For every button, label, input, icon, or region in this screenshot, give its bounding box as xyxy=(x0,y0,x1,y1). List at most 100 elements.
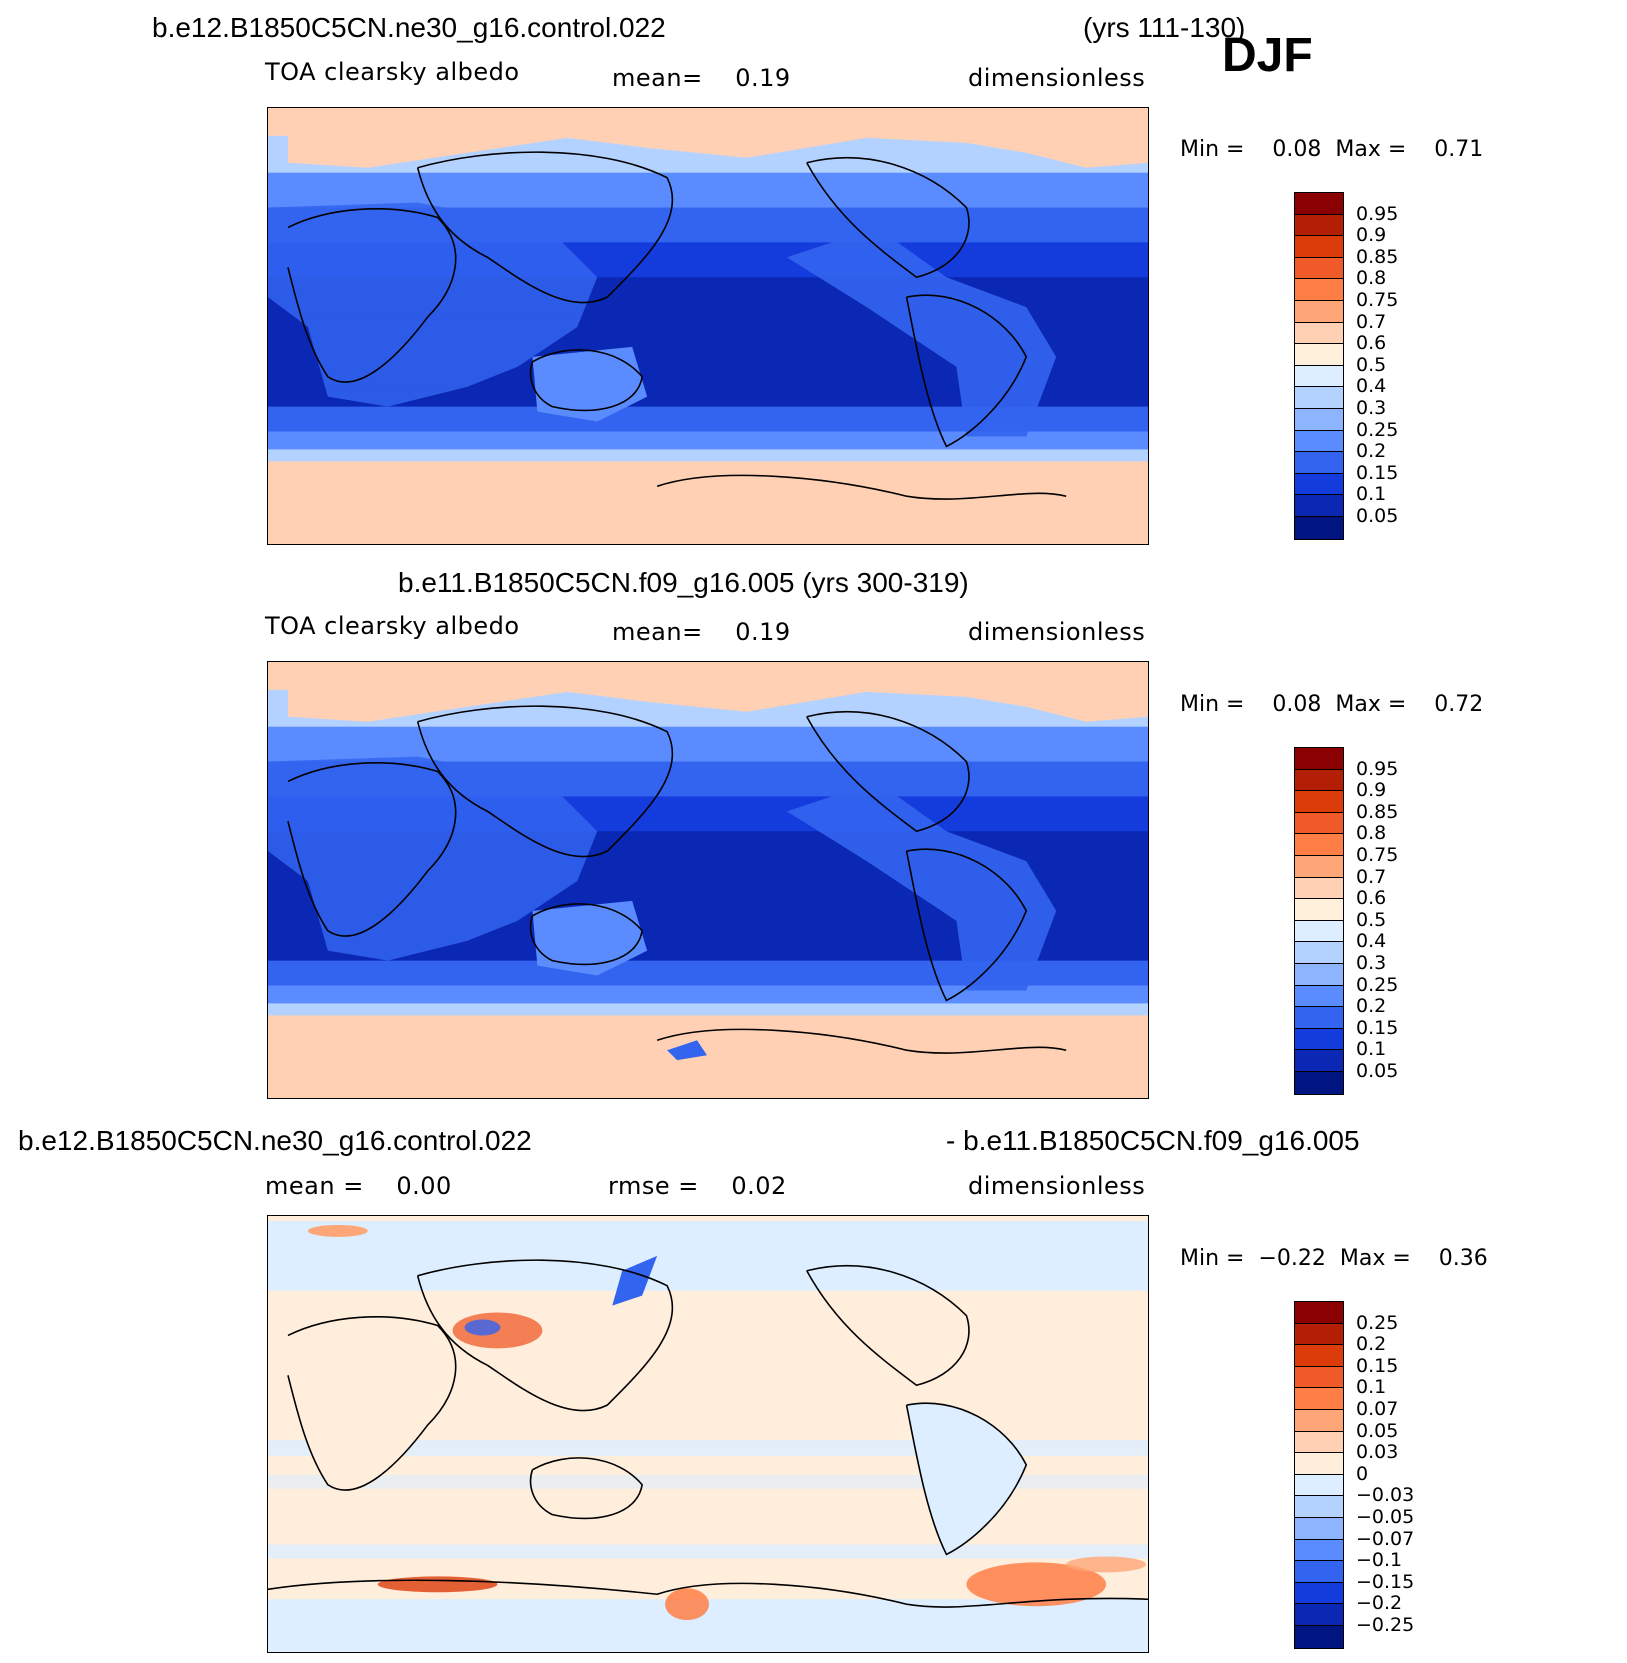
panel1-colorbar-swatch xyxy=(1295,214,1343,237)
panel1-colorbar-swatch xyxy=(1295,473,1343,496)
panel1-colorbar xyxy=(1294,192,1344,540)
colorbar-tick-label: 0.15 xyxy=(1356,1016,1399,1039)
colorbar-tick-label: 0.15 xyxy=(1356,461,1399,484)
colorbar-tick-label: −0.05 xyxy=(1356,1506,1415,1528)
panel1-colorbar-swatch xyxy=(1295,365,1343,388)
colorbar-tick-label: 0.5 xyxy=(1356,908,1387,931)
panel3-colorbar-swatch xyxy=(1295,1345,1343,1367)
colorbar-tick-label: 0.15 xyxy=(1356,1354,1399,1377)
panel1-colorbar-swatch xyxy=(1295,322,1343,345)
colorbar-tick-label: 0.05 xyxy=(1356,505,1399,527)
panel2-colorbar-swatch xyxy=(1295,748,1343,770)
panel1-colorbar-swatch xyxy=(1295,408,1343,431)
panel3-min-max: Min = −0.22 Max = 0.36 xyxy=(1180,1246,1488,1271)
colorbar-tick-label: 0.25 xyxy=(1356,973,1399,996)
colorbar-tick-label: 0.07 xyxy=(1356,1398,1399,1420)
panel3-units: dimensionless xyxy=(968,1172,1146,1200)
panel2-colorbar-swatch xyxy=(1295,791,1343,813)
panel3-map xyxy=(267,1215,1149,1653)
panel3-colorbar-swatch xyxy=(1295,1604,1343,1626)
colorbar-tick-label: 0.95 xyxy=(1356,757,1399,780)
colorbar-tick-label: 0.85 xyxy=(1356,800,1399,823)
panel3-colorbar xyxy=(1294,1301,1344,1649)
panel2-colorbar-swatch xyxy=(1295,855,1343,878)
colorbar-tick-label: 0.25 xyxy=(1356,418,1399,441)
panel2-title: b.e11.B1850C5CN.f09_g16.005 (yrs 300-319… xyxy=(398,567,969,598)
panel2-map xyxy=(267,661,1149,1099)
colorbar-tick-label: 0.7 xyxy=(1356,310,1387,333)
colorbar-tick-label: 0.3 xyxy=(1356,952,1387,974)
panel3-colorbar-swatch xyxy=(1295,1409,1343,1432)
panel1-min-max: Min = 0.08 Max = 0.71 xyxy=(1180,137,1484,162)
colorbar-tick-label: 0.6 xyxy=(1356,887,1387,910)
panel2-colorbar-swatch xyxy=(1295,963,1343,986)
panel3-colorbar-swatch xyxy=(1295,1539,1343,1562)
colorbar-tick-label: −0.15 xyxy=(1356,1570,1415,1593)
colorbar-tick-label: 0.2 xyxy=(1356,440,1387,463)
panel3-colorbar-swatch xyxy=(1295,1323,1343,1346)
panel2-variable-label: TOA clearsky albedo xyxy=(265,612,520,640)
colorbar-tick-label: −0.07 xyxy=(1356,1527,1415,1550)
panel2-colorbar-swatch xyxy=(1295,1028,1343,1051)
panel1-colorbar-swatch xyxy=(1295,300,1343,323)
colorbar-tick-label: 0.9 xyxy=(1356,779,1387,802)
panel1-colorbar-swatch xyxy=(1295,193,1343,215)
colorbar-tick-label: 0.75 xyxy=(1356,844,1399,866)
panel1-colorbar-swatch xyxy=(1295,236,1343,258)
colorbar-tick-label: 0.4 xyxy=(1356,375,1387,398)
panel3-colorbar-swatch xyxy=(1295,1496,1343,1518)
panel1-colorbar-swatch xyxy=(1295,257,1343,280)
colorbar-tick-label: 0.25 xyxy=(1356,1311,1399,1334)
panel1-title-years: (yrs 111-130) xyxy=(1083,12,1246,43)
panel2-mean: mean= 0.19 xyxy=(612,618,791,646)
panel2-colorbar-swatch xyxy=(1295,812,1343,835)
panel2-colorbar-swatch xyxy=(1295,1007,1343,1029)
panel2-colorbar-swatch xyxy=(1295,899,1343,921)
colorbar-tick-label: 0.4 xyxy=(1356,930,1387,953)
panel1-colorbar-swatch xyxy=(1295,516,1343,539)
panel1-colorbar-swatch xyxy=(1295,430,1343,453)
panel3-colorbar-swatch xyxy=(1295,1302,1343,1324)
panel3-colorbar-swatch xyxy=(1295,1582,1343,1605)
panel1-title-case: b.e12.B1850C5CN.ne30_g16.control.022 xyxy=(152,12,666,43)
panel3-colorbar-swatch xyxy=(1295,1561,1343,1583)
panel2-colorbar xyxy=(1294,747,1344,1095)
panel3-colorbar-swatch xyxy=(1295,1388,1343,1410)
colorbar-tick-label: 0.9 xyxy=(1356,224,1387,247)
colorbar-tick-label: 0.7 xyxy=(1356,865,1387,888)
colorbar-tick-label: 0.2 xyxy=(1356,995,1387,1018)
colorbar-tick-label: −0.03 xyxy=(1356,1484,1415,1507)
colorbar-tick-label: 0.95 xyxy=(1356,202,1399,225)
panel3-colorbar-swatch xyxy=(1295,1453,1343,1475)
panel3-colorbar-swatch xyxy=(1295,1474,1343,1497)
panel3-colorbar-swatch xyxy=(1295,1431,1343,1454)
colorbar-tick-label: 0 xyxy=(1356,1462,1369,1485)
panel3-title-right: - b.e11.B1850C5CN.f09_g16.005 xyxy=(946,1125,1360,1156)
colorbar-tick-label: 0.6 xyxy=(1356,332,1387,355)
colorbar-tick-label: 0.1 xyxy=(1356,1038,1387,1061)
season-label: DJF xyxy=(1222,29,1313,82)
colorbar-tick-label: 0.2 xyxy=(1356,1333,1387,1356)
panel1-colorbar-swatch xyxy=(1295,495,1343,517)
colorbar-tick-label: 0.1 xyxy=(1356,1376,1387,1399)
panel2-min-max: Min = 0.08 Max = 0.72 xyxy=(1180,692,1484,717)
colorbar-tick-label: −0.2 xyxy=(1356,1592,1403,1615)
colorbar-tick-label: 0.05 xyxy=(1356,1060,1399,1082)
panel3-rmse: rmse = 0.02 xyxy=(608,1172,787,1200)
colorbar-tick-label: 0.03 xyxy=(1356,1441,1399,1464)
panel1-variable-label: TOA clearsky albedo xyxy=(265,58,520,86)
panel2-colorbar-swatch xyxy=(1295,877,1343,900)
panel2-colorbar-swatch xyxy=(1295,942,1343,964)
colorbar-tick-label: 0.75 xyxy=(1356,289,1399,311)
panel1-colorbar-swatch xyxy=(1295,452,1343,474)
colorbar-tick-label: 0.3 xyxy=(1356,397,1387,419)
panel1-map xyxy=(267,107,1149,545)
colorbar-tick-label: −0.25 xyxy=(1356,1614,1415,1636)
panel2-units: dimensionless xyxy=(968,618,1146,646)
panel1-colorbar-swatch xyxy=(1295,344,1343,366)
panel1-colorbar-swatch xyxy=(1295,387,1343,409)
colorbar-tick-label: 0.1 xyxy=(1356,483,1387,506)
panel2-colorbar-swatch xyxy=(1295,920,1343,943)
panel1-mean: mean= 0.19 xyxy=(612,64,791,92)
panel2-colorbar-swatch xyxy=(1295,1050,1343,1072)
